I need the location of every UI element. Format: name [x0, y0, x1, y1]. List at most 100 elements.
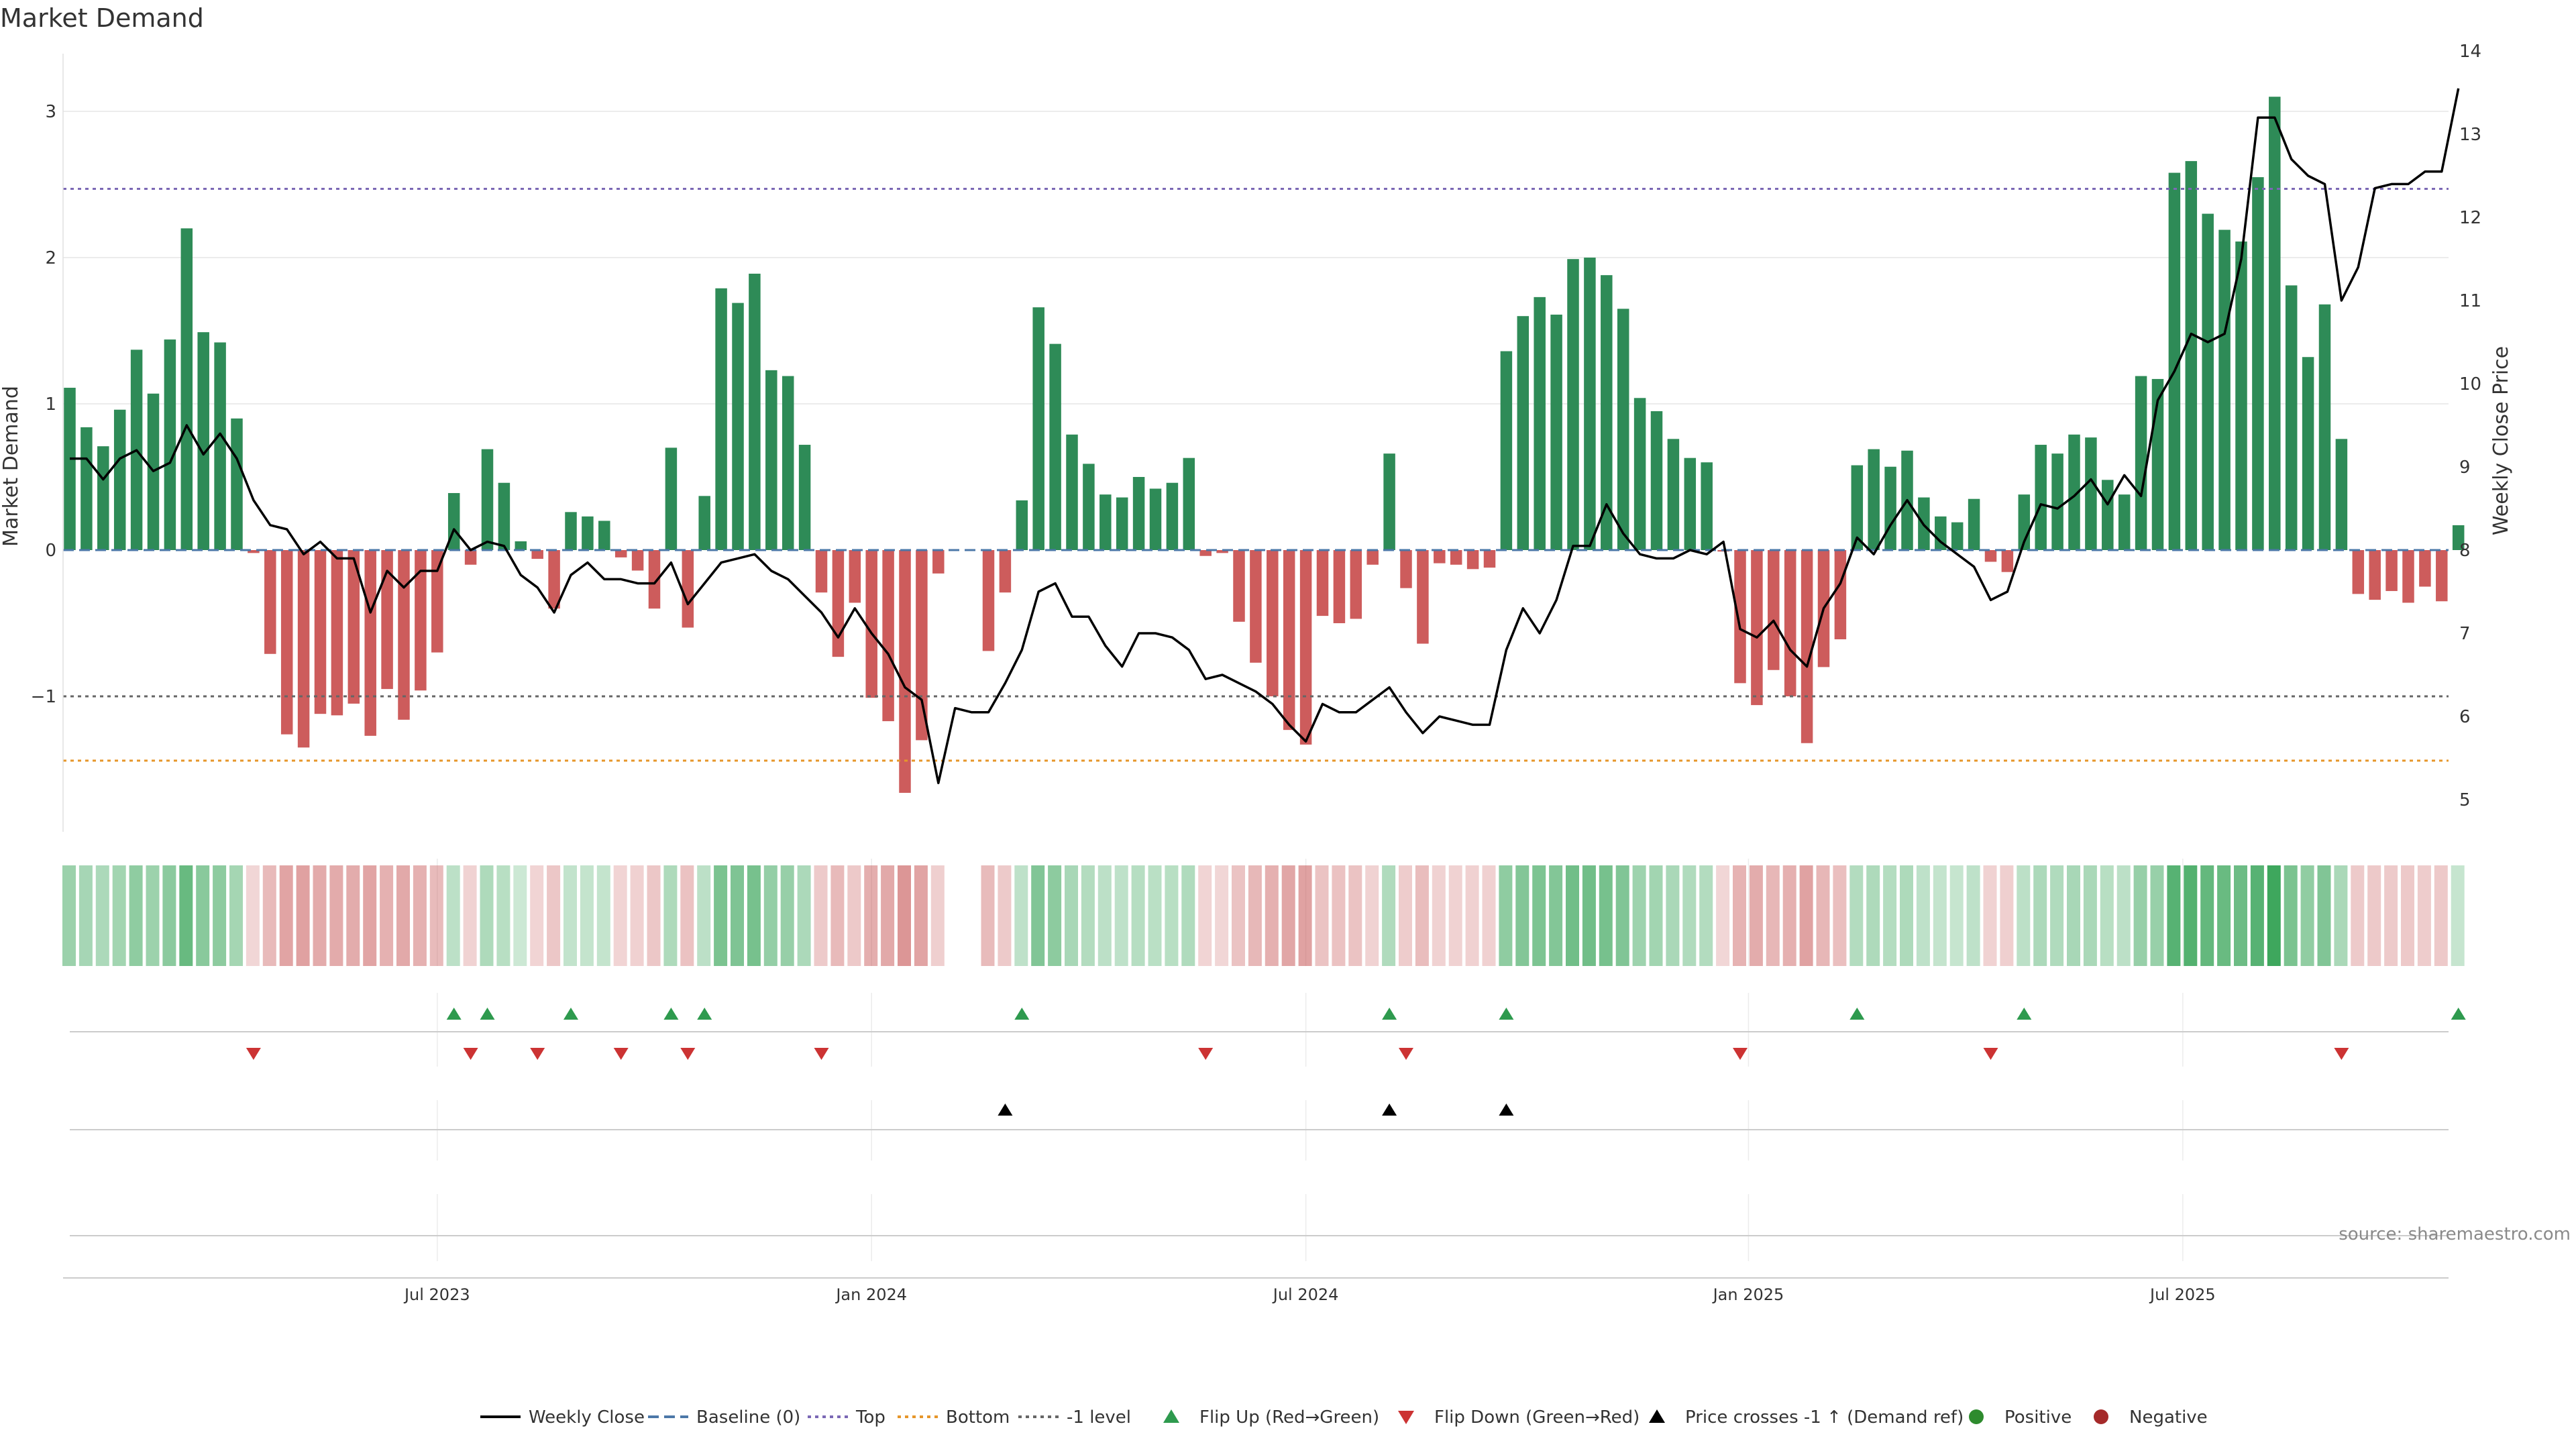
demand-bar-93	[1617, 309, 1629, 550]
heat-cell-113	[1949, 865, 1964, 966]
demand-bar-65	[1149, 488, 1162, 550]
demand-bar-130	[2235, 241, 2247, 550]
demand-bar-109	[1884, 466, 1896, 550]
demand-bar-123	[2118, 494, 2131, 550]
heat-cell-42	[763, 865, 777, 966]
heat-cell-133	[2284, 865, 2298, 966]
heat-cell-101	[1749, 865, 1763, 966]
heat-cell-64	[1131, 865, 1145, 966]
legend-swatch-triangle-6	[1398, 1411, 1414, 1424]
legend-label-8: Positive	[2004, 1407, 2072, 1428]
legend-swatch-dot-9	[2094, 1409, 2108, 1424]
demand-bars	[64, 97, 2465, 793]
y-right-tick-label-9: 5	[2459, 790, 2471, 810]
price-cross-marker-1	[1382, 1104, 1397, 1116]
demand-bar-92	[1601, 275, 1613, 550]
heat-cell-31	[580, 865, 594, 966]
demand-bar-47	[849, 550, 861, 603]
demand-bar-12	[264, 550, 276, 654]
demand-bar-116	[2001, 550, 2014, 572]
demand-bar-85	[1483, 550, 1496, 568]
legend-item-0: Weekly Close	[480, 1407, 645, 1428]
y-tick-label-1: 2	[45, 248, 56, 268]
y-right-tick-label-8: 6	[2459, 707, 2471, 727]
demand-bar-9	[214, 342, 226, 550]
demand-bar-87	[1517, 316, 1529, 550]
weekly-close-line	[70, 88, 2460, 784]
demand-bar-36	[665, 447, 678, 550]
demand-bar-100	[1734, 550, 1746, 684]
heat-cell-69	[1215, 865, 1229, 966]
heat-cell-68	[1198, 865, 1212, 966]
heat-cell-34	[630, 865, 644, 966]
demand-bar-140	[2402, 550, 2414, 603]
demand-bar-6	[164, 339, 176, 550]
heat-cell-16	[329, 865, 343, 966]
demand-bar-127	[2185, 161, 2198, 550]
demand-bar-76	[1333, 550, 1346, 623]
heat-cell-55	[981, 865, 995, 966]
heat-cell-99	[1716, 865, 1730, 966]
demand-bar-42	[765, 370, 777, 550]
heat-cell-141	[2417, 865, 2431, 966]
heat-cell-95	[1649, 865, 1663, 966]
demand-bar-72	[1267, 550, 1279, 696]
heat-cell-96	[1666, 865, 1680, 966]
demand-bar-57	[1016, 500, 1028, 550]
heat-cell-126	[2167, 865, 2181, 966]
demand-bar-66	[1166, 482, 1179, 550]
heat-cell-120	[2067, 865, 2080, 966]
demand-bar-101	[1751, 550, 1763, 706]
y-tick-label-4: −1	[31, 687, 56, 707]
heat-cell-26	[496, 865, 511, 966]
demand-bar-95	[1650, 411, 1663, 550]
flip-down-marker-1	[463, 1048, 478, 1060]
demand-bar-88	[1534, 297, 1546, 550]
y-right-tick-label-1: 13	[2459, 125, 2481, 145]
y-axis-label-right: Weekly Close Price	[2489, 346, 2513, 535]
y-right-tick-label-4: 10	[2459, 374, 2481, 394]
demand-bar-69	[1216, 550, 1228, 553]
legend-item-9: Negative	[2094, 1407, 2208, 1428]
heat-cell-85	[1482, 865, 1496, 966]
flip-up-marker-7	[1499, 1008, 1514, 1020]
heat-cell-79	[1382, 865, 1396, 966]
flip-down-marker-5	[814, 1048, 829, 1060]
demand-bar-126	[2168, 172, 2181, 550]
demand-bar-27	[515, 541, 527, 550]
heat-cell-22	[429, 865, 443, 966]
demand-bar-63	[1116, 497, 1128, 550]
demand-bar-32	[598, 521, 610, 550]
heat-cell-104	[1799, 865, 1813, 966]
heat-cell-70	[1232, 865, 1245, 966]
heat-cell-49	[881, 865, 895, 966]
demand-bar-14	[297, 550, 310, 748]
heat-cell-98	[1699, 865, 1713, 966]
heat-cell-62	[1097, 865, 1112, 966]
legend-item-6: Flip Down (Green→Red)	[1398, 1407, 1640, 1428]
heat-cell-33	[613, 865, 627, 966]
flip-down-marker-6	[1198, 1048, 1214, 1060]
demand-bar-81	[1417, 550, 1429, 644]
heat-cell-60	[1065, 865, 1078, 966]
demand-bar-2	[97, 446, 109, 550]
flip-down-marker-2	[530, 1048, 545, 1060]
heat-cell-77	[1348, 865, 1362, 966]
heat-cell-0	[62, 865, 76, 966]
legend-label-0: Weekly Close	[529, 1407, 645, 1428]
heat-cell-9	[213, 865, 227, 966]
price-cross-marker-0	[998, 1104, 1013, 1116]
heat-cell-4	[129, 865, 143, 966]
heat-cell-48	[864, 865, 878, 966]
heat-cell-131	[2250, 865, 2264, 966]
heat-cell-75	[1315, 865, 1329, 966]
heat-cell-66	[1165, 865, 1179, 966]
heat-cell-74	[1298, 865, 1312, 966]
heat-cell-63	[1114, 865, 1128, 966]
demand-bar-128	[2202, 213, 2214, 550]
heat-cell-136	[2334, 865, 2348, 966]
flip-down-marker-7	[1399, 1048, 1413, 1060]
demand-bar-26	[498, 482, 511, 550]
y-right-tick-label-2: 12	[2459, 208, 2481, 228]
heat-cell-91	[1582, 865, 1596, 966]
